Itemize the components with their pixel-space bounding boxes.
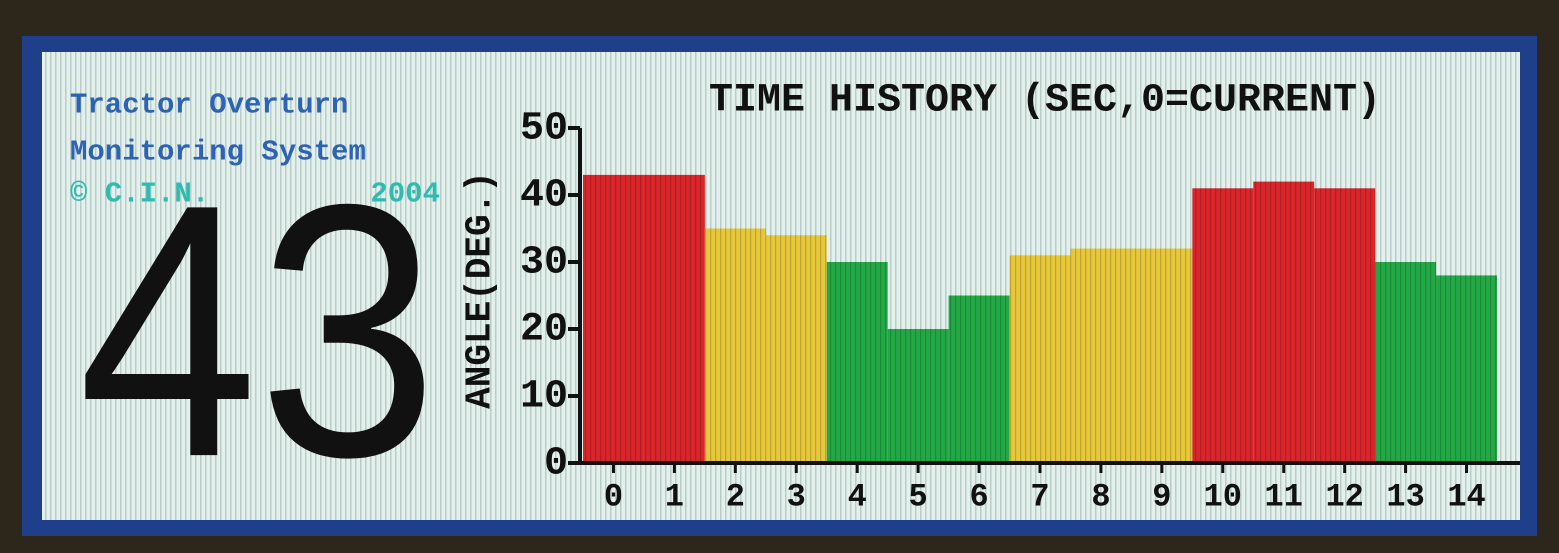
bar-scanlines	[1436, 275, 1497, 463]
x-tick-label: 12	[1325, 478, 1363, 515]
y-tick-label: 10	[520, 375, 568, 420]
bar-scanlines	[1314, 188, 1375, 463]
bar-scanlines	[766, 235, 827, 463]
x-tick-label: 13	[1386, 478, 1424, 515]
bar-scanlines	[888, 329, 949, 463]
y-tick-label: 40	[520, 174, 568, 219]
y-tick-label: 20	[520, 308, 568, 353]
bar-scanlines	[827, 262, 888, 463]
bar-scanlines	[644, 175, 705, 463]
current-reading: 43	[78, 130, 438, 532]
y-tick-label: 30	[520, 241, 568, 286]
y-tick-label: 0	[544, 442, 568, 487]
x-tick-label: 3	[787, 478, 806, 515]
x-tick-label: 11	[1265, 478, 1303, 515]
x-tick-label: 2	[726, 478, 745, 515]
x-tick-label: 10	[1204, 478, 1242, 515]
bar-scanlines	[705, 229, 766, 464]
bar-scanlines	[1070, 249, 1131, 463]
x-tick-label: 5	[909, 478, 928, 515]
x-tick-label: 8	[1091, 478, 1110, 515]
bar-scanlines	[583, 175, 644, 463]
header-line: Tractor Overturn	[70, 89, 348, 122]
x-tick-label: 6	[969, 478, 988, 515]
page: {"header": {"line1": "Tractor Overturn",…	[0, 0, 1559, 553]
x-tick-label: 14	[1447, 478, 1485, 515]
y-axis-label: ANGLE(DEG.)	[460, 171, 501, 409]
bar-scanlines	[1010, 255, 1071, 463]
bar-scanlines	[1253, 182, 1314, 463]
chart-title: TIME HISTORY (SEC,0=CURRENT)	[709, 79, 1381, 124]
x-tick-label: 4	[848, 478, 867, 515]
bar-scanlines	[949, 296, 1010, 464]
x-tick-label: 1	[665, 478, 684, 515]
x-tick-label: 0	[604, 478, 623, 515]
bar-scanlines	[1192, 188, 1253, 463]
x-tick-label: 7	[1030, 478, 1049, 515]
y-tick-label: 50	[520, 107, 568, 152]
bar-scanlines	[1131, 249, 1192, 463]
bar-scanlines	[1375, 262, 1436, 463]
x-tick-label: 9	[1152, 478, 1171, 515]
screen-photo: Tractor Overturn Monitoring System © C.I…	[0, 0, 1559, 553]
